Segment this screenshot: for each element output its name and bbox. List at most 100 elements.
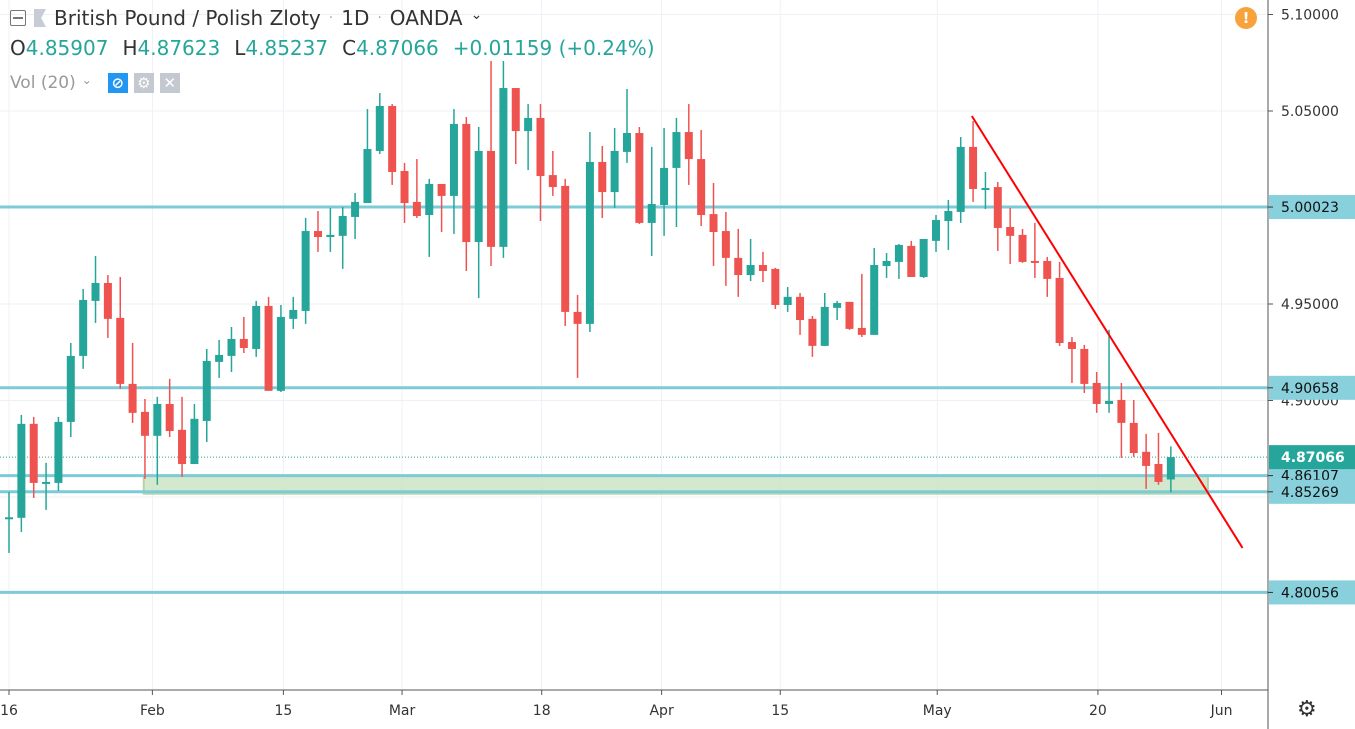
candle-body [981, 188, 990, 191]
candle-body [820, 306, 829, 346]
candle [771, 267, 780, 310]
candle [79, 288, 88, 369]
candle-body [511, 88, 520, 132]
level-price-label: 4.85269 [1281, 485, 1339, 501]
time-tick-label: 20 [1089, 703, 1107, 719]
candle [944, 199, 953, 250]
candle-body [252, 305, 261, 349]
candle [1092, 371, 1101, 413]
time-tick-label: Jun [1210, 703, 1233, 719]
candle-body [845, 301, 854, 329]
candle [190, 403, 199, 464]
candle [1055, 261, 1064, 346]
candle [783, 287, 792, 312]
close-value: 4.87066 [356, 36, 439, 60]
candle [17, 414, 26, 532]
candle [42, 462, 51, 510]
time-tick-label: 18 [533, 703, 551, 719]
candle [561, 178, 570, 327]
candle [969, 121, 978, 202]
candle-body [1043, 260, 1052, 279]
candle-body [449, 123, 458, 196]
candle [388, 104, 397, 185]
separator: · [377, 10, 382, 26]
candle-body [264, 305, 273, 391]
chevron-down-icon[interactable]: ⌄ [81, 73, 92, 87]
candle [585, 132, 594, 332]
candle [796, 292, 805, 335]
candle [734, 228, 743, 297]
candle [202, 348, 211, 442]
candle-body [437, 183, 446, 196]
candle-body [536, 117, 545, 177]
candle-body [610, 150, 619, 193]
candle-body [351, 201, 360, 217]
symbol-name[interactable]: British Pound / Polish Zloty [54, 6, 321, 30]
candle-body [314, 231, 322, 238]
candle [857, 273, 866, 338]
open-value: 4.85907 [25, 36, 109, 60]
candle [808, 315, 817, 357]
price-tick-label: 4.95000 [1281, 297, 1339, 313]
volume-label[interactable]: Vol (20) [10, 73, 76, 93]
exchange[interactable]: OANDA [389, 6, 463, 30]
collapse-icon[interactable] [10, 10, 26, 26]
candle [932, 215, 940, 252]
candle [301, 217, 310, 324]
warning-icon[interactable]: ! [1235, 7, 1257, 29]
candle-body [227, 338, 236, 356]
candle [758, 251, 767, 282]
candle [289, 296, 298, 329]
chart-settings-icon[interactable]: ⚙ [1297, 697, 1317, 722]
level-price-label: 4.90658 [1281, 381, 1339, 397]
candle [524, 104, 533, 171]
candle-body [66, 355, 75, 422]
candle-body [561, 185, 570, 312]
candle-body [734, 257, 743, 276]
candle-body [894, 244, 903, 262]
candle [499, 61, 508, 258]
hide-icon[interactable]: ⊘ [107, 73, 128, 93]
candle [660, 127, 669, 236]
candle [363, 109, 372, 204]
candle-body [1067, 342, 1076, 349]
candle [746, 238, 755, 282]
interval[interactable]: 1D [341, 6, 370, 30]
candle [684, 104, 693, 185]
candle [487, 61, 496, 266]
candle-body [598, 161, 607, 193]
candle-body [202, 360, 211, 421]
candle-body [1142, 451, 1151, 466]
candle-body [907, 245, 916, 277]
candle-body [301, 231, 310, 311]
candle [29, 416, 38, 498]
candle [1142, 433, 1151, 489]
level-price-label: 4.80056 [1281, 585, 1339, 601]
candle [165, 378, 174, 437]
candle [845, 301, 854, 330]
candle-body [1129, 422, 1138, 453]
candle-body [808, 318, 817, 346]
trendline [970, 115, 1244, 549]
close-icon[interactable]: ✕ [159, 73, 180, 93]
candle-body [239, 338, 248, 349]
candle [1117, 382, 1126, 458]
candle [314, 210, 322, 252]
candle-body [524, 117, 533, 132]
candle-body [116, 317, 125, 384]
candle-body [190, 418, 199, 464]
candle-body [17, 423, 26, 518]
candle-body [585, 161, 594, 324]
candle [870, 248, 879, 335]
chevron-down-icon[interactable]: ⌄ [470, 7, 483, 23]
time-tick-label: Apr [649, 703, 673, 719]
level-price-label-bg [1269, 580, 1355, 605]
candle-body [697, 159, 706, 216]
settings-icon[interactable]: ⚙ [133, 73, 154, 93]
candle-body [375, 105, 384, 151]
candle [548, 150, 557, 196]
candle [1166, 446, 1175, 493]
candle-body [882, 260, 891, 266]
high-label: H [122, 36, 138, 60]
